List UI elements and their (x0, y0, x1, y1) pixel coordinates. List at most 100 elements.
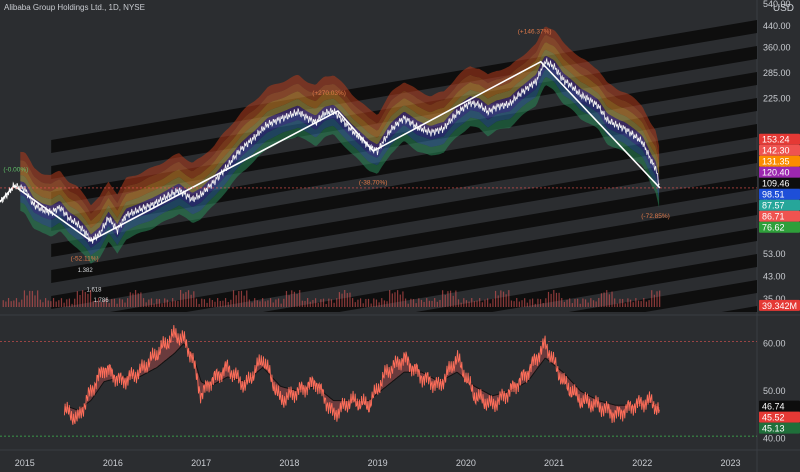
volume-bar (415, 303, 417, 307)
volume-bar (55, 301, 57, 307)
volume-bar (322, 298, 325, 307)
volume-bar (542, 302, 544, 307)
volume-bar (309, 301, 311, 307)
envelope-ribbon (20, 76, 660, 264)
volume-bar (471, 298, 473, 307)
volume-bar (169, 302, 171, 307)
volume-bar (95, 300, 97, 307)
volume-bar (66, 299, 68, 307)
volume-bar (526, 302, 528, 307)
volume-bar (532, 298, 534, 307)
volume-bar (344, 290, 346, 307)
volume-bar (606, 290, 608, 307)
volume-bar (627, 298, 629, 307)
volume-bar (487, 298, 489, 307)
volume-bar (44, 298, 47, 307)
channel-band (721, 306, 757, 312)
volume-bar (256, 300, 258, 307)
volume-bar (397, 290, 399, 307)
oscillator-axis-tick-label: 60.00 (763, 339, 786, 349)
volume-bar (566, 299, 568, 307)
channel-band (51, 150, 757, 283)
volume-bar (193, 291, 195, 307)
volume-bar (182, 293, 184, 307)
volume-bar (365, 298, 367, 307)
oscillator-label-text: 45.52 (762, 413, 785, 423)
envelope-ribbon (20, 26, 660, 214)
volume-bar (87, 293, 89, 307)
volume-bar (555, 292, 558, 307)
volume-bar (320, 299, 322, 307)
volume-bar (283, 298, 285, 307)
volume-bar (394, 292, 396, 307)
volume-bar (251, 302, 253, 307)
volume-bar (18, 302, 20, 307)
volume-bar (338, 292, 340, 307)
volume-bar (68, 298, 71, 307)
volume-bar (185, 292, 187, 307)
volume-bar (187, 290, 190, 307)
volume-bar (574, 299, 576, 307)
volume-bar (611, 291, 613, 307)
volume-bar (357, 299, 359, 307)
envelope-ribbon (20, 55, 660, 241)
pivot-label: (+146.37%) (518, 29, 552, 36)
volume-bar (124, 302, 126, 307)
volume-bar (224, 298, 227, 307)
volume-bar (5, 301, 7, 307)
price-label-text: 76.62 (762, 223, 785, 233)
volume-bar (545, 298, 547, 307)
currency-label: USD (772, 3, 794, 14)
volume-bar (238, 291, 240, 307)
volume-bar (653, 294, 655, 307)
volume-bar (29, 290, 31, 307)
oscillator-label-badge (759, 422, 800, 434)
volume-bar (550, 293, 552, 307)
volume-bar (521, 300, 523, 307)
volume-bar (280, 303, 282, 307)
channel-band (109, 202, 757, 312)
volume-bar (595, 301, 597, 307)
oscillator-label-badge (759, 411, 800, 423)
envelope-ribbon (20, 69, 660, 256)
volume-bar (140, 292, 142, 307)
volume-bar (359, 298, 362, 307)
pivot-label: (-52.11%) (71, 255, 99, 262)
price-axis-tick-label: 35.00 (763, 294, 786, 304)
volume-bar (142, 298, 145, 307)
volume-bar (325, 303, 327, 307)
volume-bar (84, 291, 86, 307)
volume-bar (195, 298, 198, 307)
volume-bar (52, 298, 55, 307)
volume-bar (381, 298, 383, 307)
volume-bars (2, 290, 661, 307)
volume-bar (436, 301, 438, 307)
volume-bar (103, 299, 105, 307)
volume-bar (423, 301, 425, 307)
fib-level-label: 1.618 (86, 287, 102, 293)
volume-bar (428, 300, 430, 307)
volume-bar (277, 298, 280, 307)
volume-bar (74, 298, 76, 307)
pivot-label: (+270.03%) (312, 90, 346, 97)
volume-bar (58, 300, 60, 307)
volume-bar (598, 298, 600, 307)
volume-bar (293, 291, 296, 307)
volume-bar (352, 298, 354, 307)
volume-bar (156, 298, 158, 307)
volume-bar (119, 298, 121, 307)
volume-bar (370, 303, 372, 307)
price-label-badge (759, 299, 800, 311)
volume-bar (452, 295, 454, 307)
volume-bar (497, 295, 499, 307)
oscillator-axis-tick-label: 50.00 (763, 386, 786, 396)
price-axis-tick-label: 225.00 (763, 93, 791, 103)
price-label-badge (759, 199, 800, 211)
price-label-text: 131.35 (762, 157, 790, 167)
volume-bar (132, 293, 134, 307)
volume-bar (153, 303, 155, 307)
volume-bar (434, 298, 436, 307)
volume-bar (346, 293, 348, 307)
